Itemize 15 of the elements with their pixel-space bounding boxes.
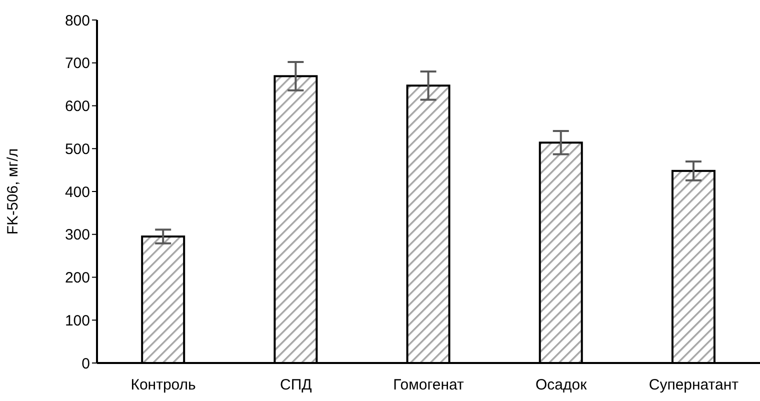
y-axis-title: FK-506, мг/л <box>4 148 22 235</box>
y-tick-label: 400 <box>64 184 90 201</box>
y-tick-label: 100 <box>64 312 90 330</box>
y-tick-label: 600 <box>64 98 90 116</box>
x-tick-label: Супернатант <box>648 376 739 394</box>
y-tick-label: 700 <box>64 55 90 72</box>
x-tick-label: СПД <box>280 376 312 394</box>
y-tick-label: 300 <box>64 226 90 244</box>
y-tick-label: 800 <box>64 12 90 30</box>
y-tick-label: 0 <box>82 355 90 372</box>
x-tick-label: Гомогенат <box>393 376 464 394</box>
x-tick-label: Контроль <box>130 376 196 394</box>
y-tick-label: 500 <box>64 140 90 158</box>
x-tick-label: Осадок <box>536 376 588 394</box>
y-tick-label: 200 <box>64 270 90 287</box>
